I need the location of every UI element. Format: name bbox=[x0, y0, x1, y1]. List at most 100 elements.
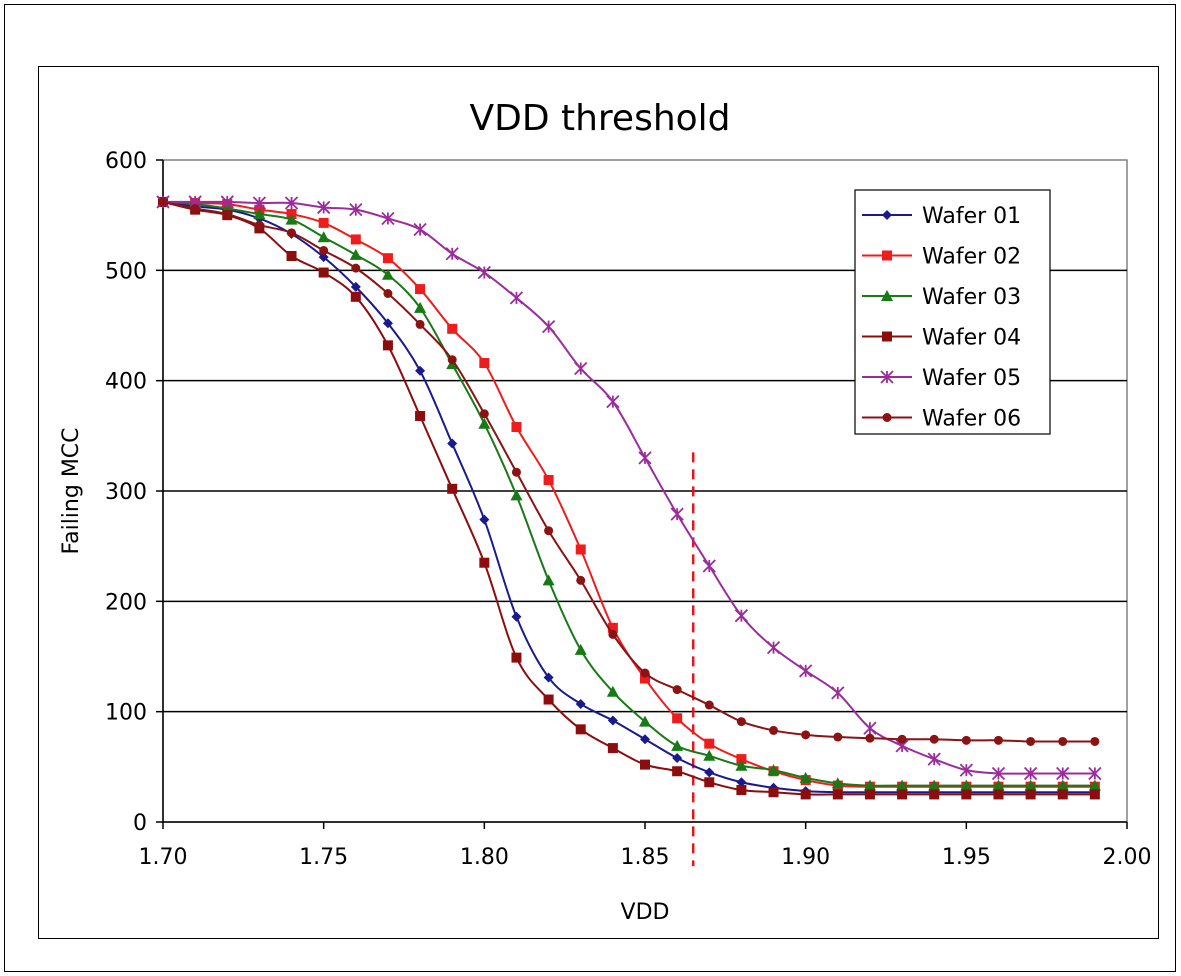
data-point bbox=[704, 738, 715, 749]
data-point bbox=[1058, 736, 1068, 746]
legend: Wafer 01 Wafer 02 Wafer 03 Wafer 04 Wafer 05… bbox=[854, 189, 1051, 435]
data-point bbox=[800, 789, 811, 800]
data-point bbox=[478, 417, 491, 429]
x-tick-label: 1.95 bbox=[942, 845, 991, 870]
legend-item: Wafer 06 bbox=[862, 407, 1021, 432]
data-point bbox=[511, 422, 522, 433]
data-point bbox=[959, 763, 973, 777]
y-tick-label: 0 bbox=[133, 811, 147, 836]
data-point bbox=[881, 290, 893, 301]
data-point bbox=[576, 575, 586, 585]
data-point bbox=[479, 514, 490, 525]
legend-box bbox=[854, 189, 1051, 435]
data-point bbox=[897, 789, 908, 800]
data-point bbox=[607, 743, 618, 754]
data-point bbox=[575, 544, 586, 555]
data-point bbox=[896, 779, 909, 791]
data-point bbox=[479, 358, 490, 369]
data-point bbox=[769, 725, 779, 735]
data-point bbox=[672, 713, 683, 724]
data-point bbox=[704, 777, 715, 788]
data-point bbox=[736, 754, 747, 765]
data-point bbox=[543, 474, 554, 485]
chart-title: VDD threshold bbox=[469, 98, 730, 139]
data-point bbox=[317, 231, 330, 243]
y-tick-label: 100 bbox=[105, 701, 147, 726]
data-point bbox=[1023, 766, 1038, 781]
data-point bbox=[413, 222, 427, 237]
data-point bbox=[961, 735, 971, 745]
data-point bbox=[383, 289, 393, 299]
legend-label: Wafer 01 bbox=[922, 204, 1021, 229]
data-point bbox=[317, 200, 331, 215]
legend-item: Wafer 05 bbox=[862, 366, 1021, 391]
legend-label: Wafer 05 bbox=[922, 366, 1021, 391]
data-point bbox=[640, 759, 650, 770]
data-point bbox=[607, 622, 618, 633]
data-point bbox=[703, 749, 716, 761]
data-point bbox=[736, 717, 746, 727]
data-point bbox=[734, 609, 749, 623]
data-point bbox=[414, 301, 427, 313]
data-point bbox=[382, 340, 393, 351]
data-point bbox=[1024, 779, 1037, 791]
data-point bbox=[415, 319, 425, 329]
data-point bbox=[993, 789, 1004, 800]
data-point bbox=[671, 739, 684, 751]
data-point bbox=[252, 196, 267, 210]
data-point bbox=[575, 724, 586, 735]
data-point bbox=[381, 268, 394, 280]
data-point bbox=[574, 643, 587, 655]
data-point bbox=[992, 779, 1005, 791]
data-point bbox=[672, 685, 682, 695]
data-point bbox=[286, 250, 297, 261]
data-point bbox=[672, 753, 683, 764]
legend-item: Wafer 03 bbox=[862, 285, 1021, 310]
data-point bbox=[509, 291, 524, 305]
data-point bbox=[511, 467, 521, 477]
data-point bbox=[670, 507, 684, 521]
data-point bbox=[544, 526, 554, 536]
data-point bbox=[991, 766, 1006, 781]
data-point bbox=[382, 318, 393, 329]
y-tick-label: 300 bbox=[105, 480, 147, 505]
series-group bbox=[156, 195, 1102, 800]
data-point bbox=[415, 410, 426, 421]
data-point bbox=[639, 715, 651, 727]
data-point bbox=[640, 668, 650, 678]
data-point bbox=[415, 284, 426, 295]
data-point bbox=[1056, 766, 1070, 781]
y-axis: 0 100 200 300 400 500 600 bbox=[105, 149, 164, 836]
data-point bbox=[928, 779, 941, 791]
data-point bbox=[575, 698, 586, 709]
data-point bbox=[736, 777, 747, 788]
data-point bbox=[349, 203, 363, 217]
data-point bbox=[510, 489, 523, 501]
data-point bbox=[607, 715, 618, 726]
x-tick-label: 1.80 bbox=[460, 845, 509, 870]
legend-label: Wafer 04 bbox=[922, 326, 1021, 351]
legend-label: Wafer 06 bbox=[922, 407, 1021, 432]
data-point bbox=[863, 779, 876, 791]
x-tick-label: 1.85 bbox=[621, 845, 670, 870]
data-point bbox=[704, 767, 715, 778]
data-point bbox=[543, 672, 554, 683]
outer-frame bbox=[4, 4, 1176, 972]
data-point bbox=[511, 611, 522, 622]
data-point bbox=[960, 779, 973, 791]
data-point bbox=[608, 629, 618, 639]
data-point bbox=[1057, 789, 1068, 800]
data-point bbox=[640, 734, 650, 745]
y-tick-label: 400 bbox=[105, 370, 147, 395]
data-point bbox=[543, 694, 554, 705]
x-tick-label: 2.00 bbox=[1103, 845, 1152, 870]
data-point bbox=[929, 789, 940, 800]
data-point bbox=[574, 361, 588, 376]
data-point bbox=[445, 247, 459, 261]
data-point bbox=[349, 248, 362, 260]
data-point bbox=[1056, 779, 1069, 791]
data-point bbox=[220, 195, 234, 209]
data-point bbox=[638, 451, 652, 465]
data-point bbox=[511, 652, 522, 663]
data-point bbox=[253, 208, 266, 220]
